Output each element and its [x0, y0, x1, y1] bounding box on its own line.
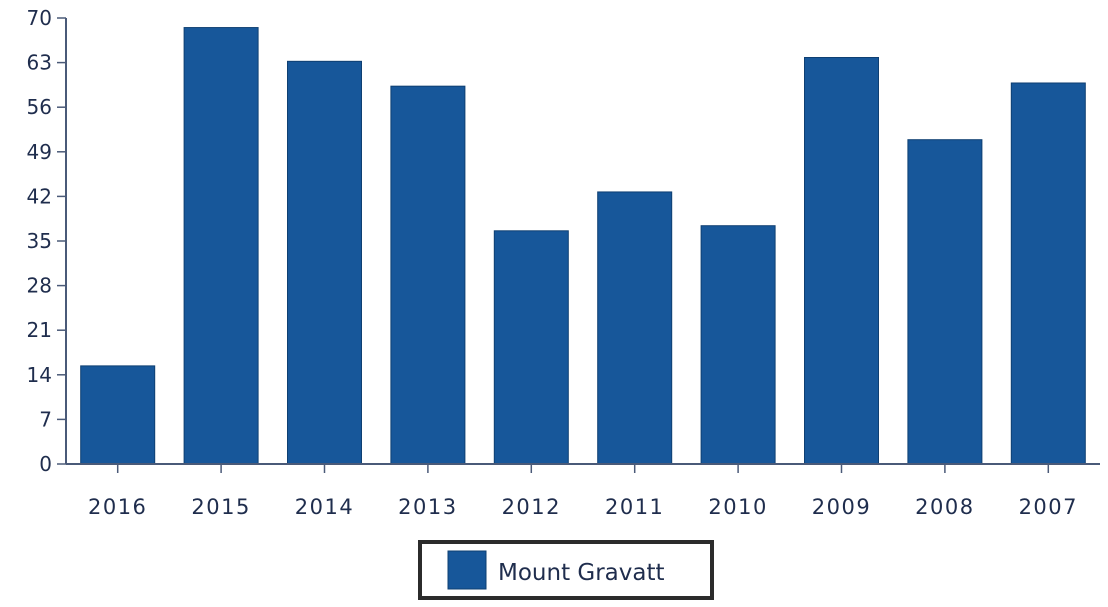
- bar-2011: [597, 191, 673, 465]
- y-tick-label: 42: [27, 184, 52, 208]
- x-tick-label: 2008: [915, 495, 974, 519]
- x-tick-label: 2016: [88, 495, 147, 519]
- legend-label-mount-gravatt: Mount Gravatt: [498, 560, 665, 586]
- y-tick-label: 56: [27, 95, 52, 119]
- x-tick-label: 2011: [605, 495, 664, 519]
- bars: [80, 27, 1086, 465]
- bar-2014: [287, 60, 362, 465]
- x-tick-label: 2014: [295, 495, 354, 519]
- y-tick-label: 70: [27, 6, 52, 30]
- x-axis: 2016 2015 2014 2013 2012 2011 2010 2009 2008 2007: [88, 464, 1078, 519]
- y-tick-label: 21: [27, 318, 52, 342]
- bar-2012: [493, 230, 569, 465]
- legend-swatch-mount-gravatt: [447, 550, 487, 590]
- y-tick-label: 35: [27, 229, 52, 253]
- x-tick-label: 2007: [1019, 495, 1078, 519]
- y-axis: 0 7 14 21 28 35 42 49 56 63 70: [27, 6, 66, 476]
- bar-2007: [1010, 82, 1086, 465]
- y-tick-label: 49: [27, 140, 52, 164]
- y-tick-label: 28: [27, 274, 52, 298]
- x-tick-label: 2009: [812, 495, 871, 519]
- y-tick-label: 63: [27, 51, 52, 75]
- bar-2016: [80, 365, 156, 465]
- bar-2008: [907, 139, 983, 465]
- bar-2015: [183, 27, 259, 465]
- y-tick-label: 7: [39, 407, 52, 431]
- bar-2009: [804, 57, 879, 465]
- x-tick-label: 2013: [398, 495, 457, 519]
- bar-2013: [390, 85, 466, 465]
- x-tick-label: 2012: [502, 495, 561, 519]
- legend: Mount Gravatt: [418, 540, 714, 600]
- x-tick-label: 2015: [191, 495, 250, 519]
- bar-2010: [700, 225, 776, 465]
- y-tick-label: 0: [39, 452, 52, 476]
- y-tick-label: 14: [27, 363, 52, 387]
- x-tick-label: 2010: [708, 495, 767, 519]
